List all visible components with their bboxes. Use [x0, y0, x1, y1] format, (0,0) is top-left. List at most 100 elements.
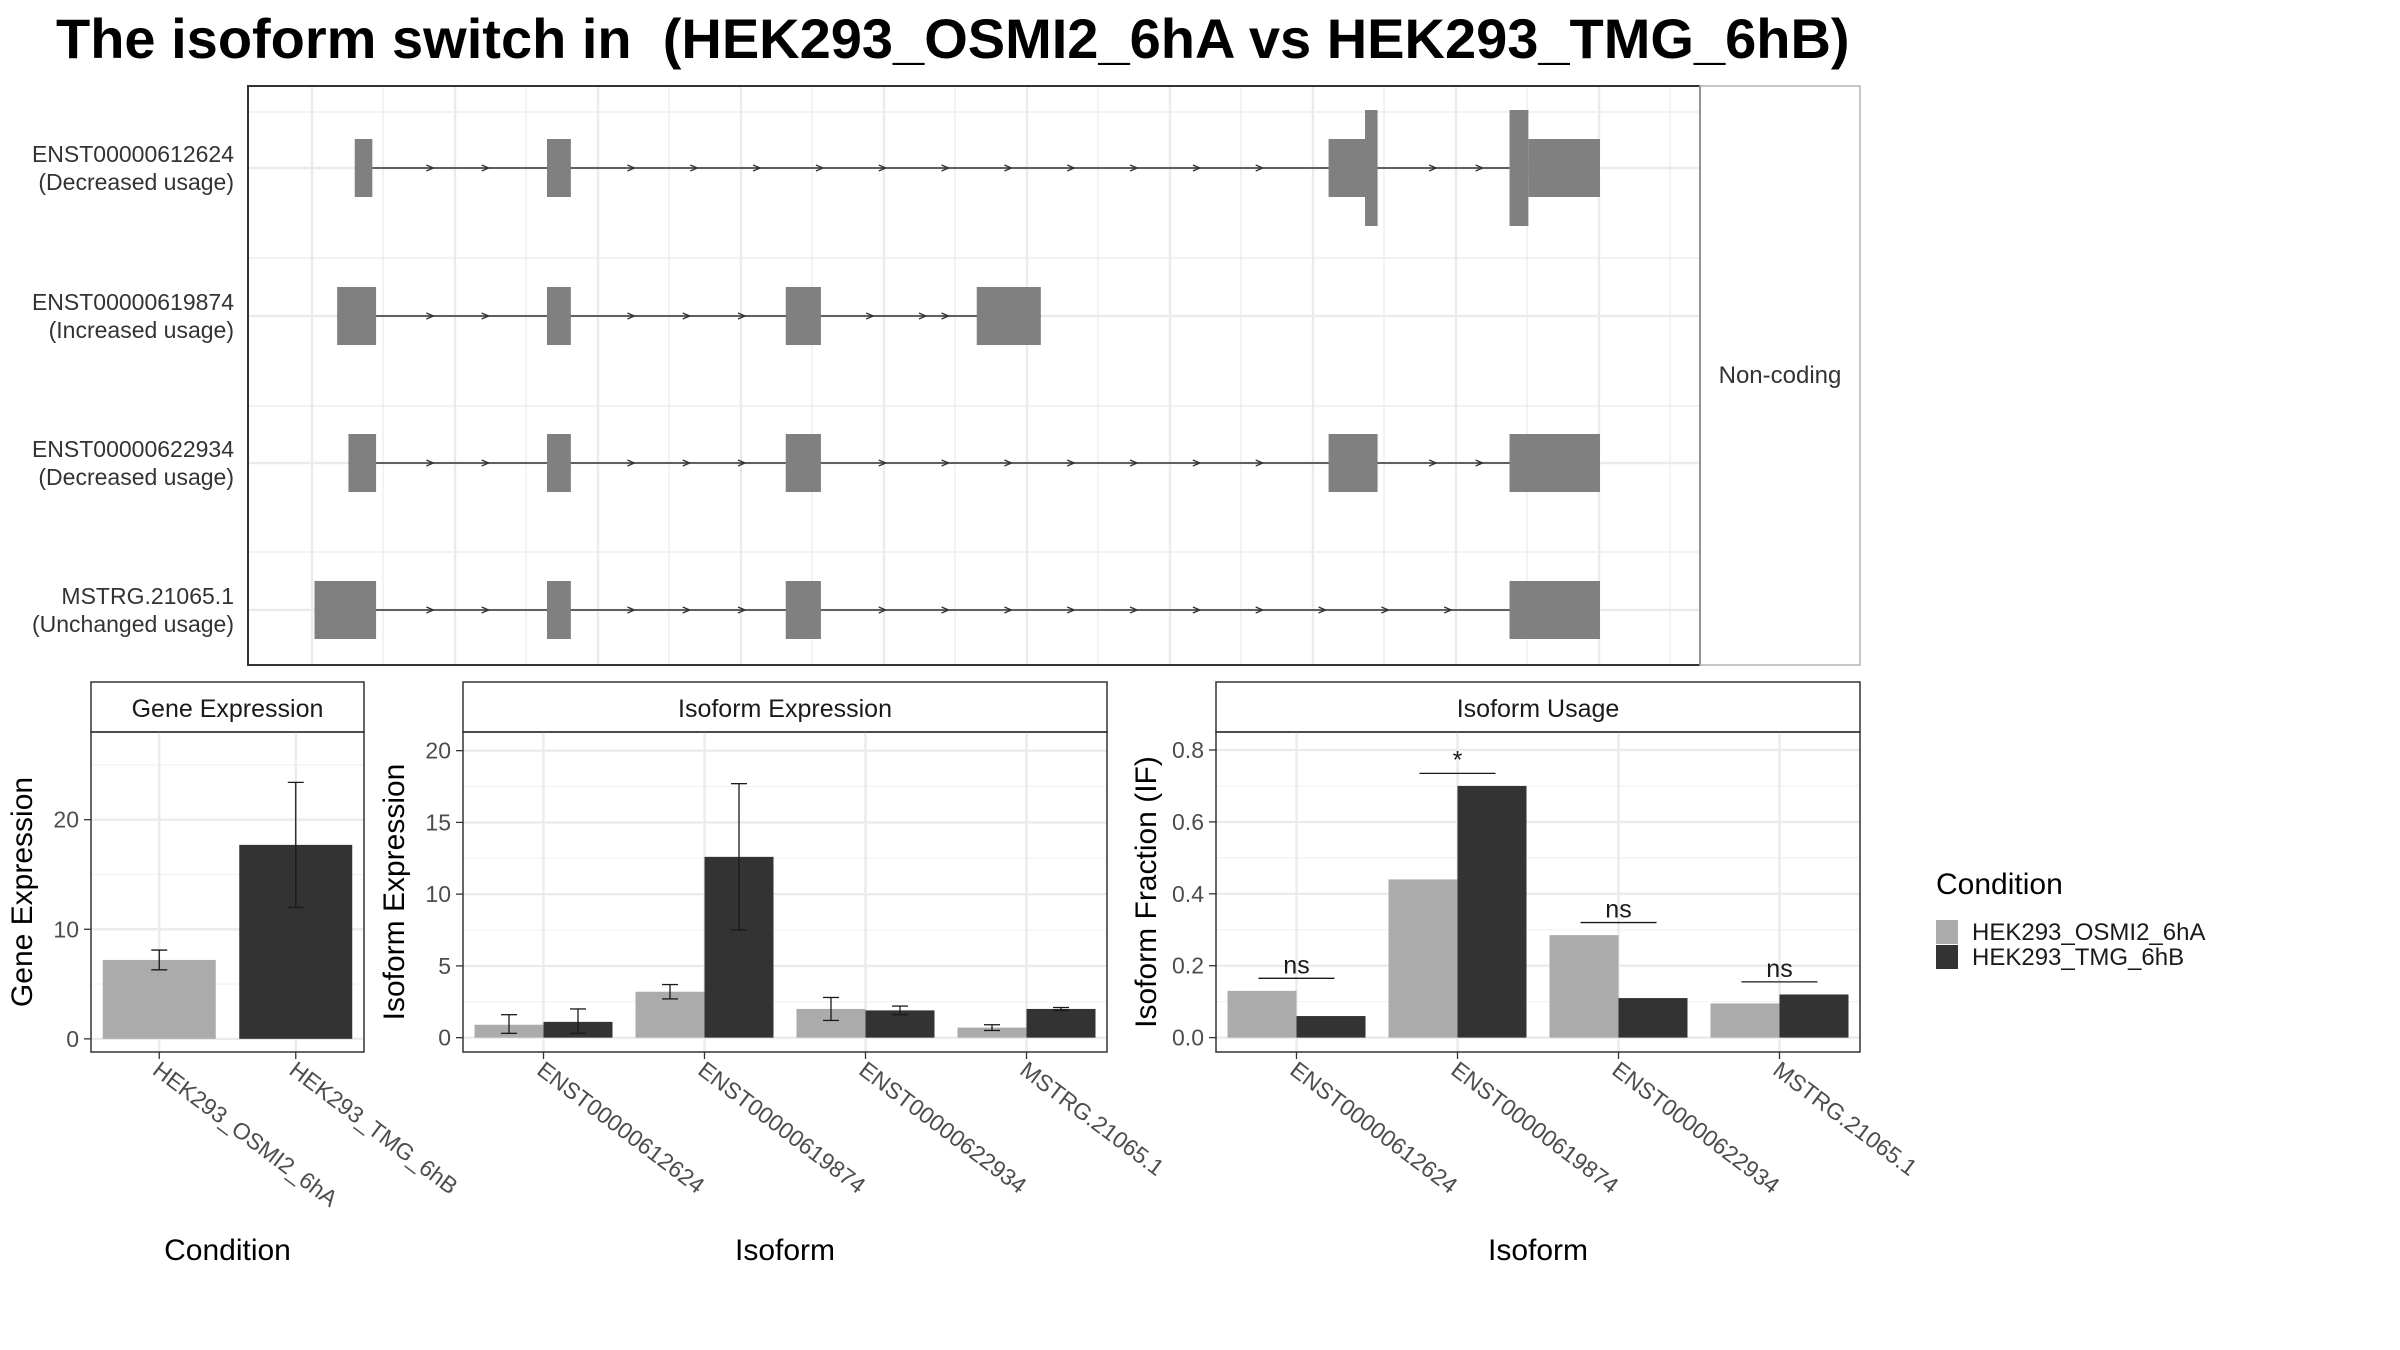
y-tick-label: 0.0: [1172, 1025, 1204, 1051]
x-tick-label: ENST00000622934: [1607, 1056, 1784, 1198]
panel-strip: [462, 681, 1108, 733]
exon-block: [1328, 434, 1378, 492]
intron-direction-arrow: [690, 164, 699, 172]
exon-block: [546, 581, 571, 639]
exon-block: [546, 139, 571, 197]
legend-item-label: HEK293_TMG_6hB: [1972, 944, 2184, 971]
intron-direction-arrow: [1066, 459, 1076, 467]
bar: [1549, 935, 1619, 1038]
x-axis-title: Isoform: [1488, 1234, 1588, 1267]
transcript-id-label: ENST00000622934: [32, 436, 234, 462]
intron-direction-arrow: [1318, 606, 1328, 614]
y-tick-label: 15: [425, 809, 451, 835]
figure-title: The isoform switch in (HEK293_OSMI2_6hA …: [56, 7, 1850, 70]
exon-block: [348, 434, 377, 492]
intron-direction-arrow: [426, 459, 436, 467]
panel-strip-title: Isoform Expression: [678, 695, 892, 723]
exon-block: [785, 434, 821, 492]
bar: [1296, 1016, 1366, 1038]
intron-direction-arrow: [682, 312, 692, 320]
x-axis-title: Isoform: [735, 1234, 835, 1267]
x-tick-label: ENST00000612624: [1285, 1056, 1462, 1198]
x-tick-label: ENST00000619874: [1446, 1056, 1623, 1198]
transcript-usage-label: (Unchanged usage): [32, 611, 234, 637]
intron-direction-arrow: [1129, 164, 1139, 172]
transcript-id-label: ENST00000612624: [32, 141, 234, 167]
intron-direction-arrow: [1428, 164, 1438, 172]
bar: [1457, 785, 1527, 1038]
y-tick-label: 20: [425, 738, 451, 764]
intron-direction-arrow: [682, 606, 692, 614]
exon-block: [546, 434, 571, 492]
intron-direction-arrow: [865, 312, 875, 320]
exon-block: [785, 581, 821, 639]
exon-block: [1509, 110, 1529, 226]
bar: [102, 959, 216, 1039]
significance-label: ns: [1605, 896, 1631, 924]
intron-direction-arrow: [1255, 459, 1265, 467]
significance-label: ns: [1766, 955, 1792, 983]
exon-block: [1528, 139, 1600, 197]
intron-direction-arrow: [1129, 459, 1139, 467]
intron-direction-arrow: [627, 606, 637, 614]
legend-title: Condition: [1936, 868, 2063, 901]
legend-item-label: HEK293_OSMI2_6hA: [1972, 919, 2205, 946]
intron-direction-arrow: [1192, 459, 1202, 467]
significance-label: *: [1453, 746, 1463, 774]
intron-direction-arrow: [1475, 459, 1485, 467]
exon-block: [1328, 139, 1366, 197]
bar: [1227, 990, 1297, 1038]
bar: [1026, 1008, 1096, 1038]
intron-direction-arrow: [1004, 606, 1014, 614]
exon-block: [1365, 110, 1378, 226]
intron-direction-arrow: [426, 606, 436, 614]
x-axis-title: Condition: [164, 1234, 291, 1267]
exon-block: [976, 287, 1041, 345]
bar: [957, 1027, 1027, 1038]
panel-border: [90, 731, 365, 1053]
intron-direction-arrow: [878, 606, 888, 614]
transcript-id-label: ENST00000619874: [32, 289, 234, 315]
x-tick-label: ENST00000619874: [693, 1056, 870, 1198]
y-axis-title: Gene Expression: [6, 777, 39, 1007]
intron-direction-arrow: [426, 164, 436, 172]
intron-direction-arrow: [878, 164, 888, 172]
intron-direction-arrow: [1066, 606, 1076, 614]
y-tick-label: 0.4: [1172, 881, 1204, 907]
transcript-id-label: MSTRG.21065.1: [61, 583, 234, 609]
panel-border: [462, 731, 1108, 1053]
exon-block: [1509, 434, 1600, 492]
intron-direction-arrow: [426, 312, 436, 320]
intron-direction-arrow: [1004, 459, 1014, 467]
x-tick-label: ENST00000622934: [854, 1056, 1031, 1198]
y-tick-label: 20: [53, 807, 79, 833]
panel-strip: [1215, 681, 1861, 733]
intron-direction-arrow: [627, 164, 637, 172]
y-axis-title: Isoform Fraction (IF): [1130, 756, 1163, 1028]
structure-panel-background: [248, 86, 1700, 665]
intron-direction-arrow: [737, 459, 747, 467]
intron-direction-arrow: [627, 312, 637, 320]
bar: [1710, 1003, 1780, 1038]
intron-direction-arrow: [1381, 606, 1391, 614]
intron-direction-arrow: [1255, 164, 1265, 172]
intron-direction-arrow: [1066, 164, 1076, 172]
x-tick-label: MSTRG.21065.1: [1015, 1056, 1168, 1181]
transcript-usage-label: (Decreased usage): [38, 169, 234, 195]
exon-block: [546, 287, 571, 345]
intron-direction-arrow: [1475, 164, 1485, 172]
intron-direction-arrow: [941, 459, 951, 467]
y-tick-label: 0: [438, 1025, 451, 1051]
exon-block: [1509, 581, 1600, 639]
y-tick-label: 5: [438, 953, 451, 979]
intron-direction-arrow: [1129, 606, 1139, 614]
panel-strip-title: Gene Expression: [132, 695, 324, 723]
significance-label: ns: [1283, 951, 1309, 979]
transcript-usage-label: (Increased usage): [49, 317, 234, 343]
intron-direction-arrow: [627, 459, 637, 467]
y-tick-label: 10: [425, 881, 451, 907]
intron-direction-arrow: [1192, 606, 1202, 614]
exon-block: [314, 581, 377, 639]
y-tick-label: 10: [53, 916, 79, 942]
